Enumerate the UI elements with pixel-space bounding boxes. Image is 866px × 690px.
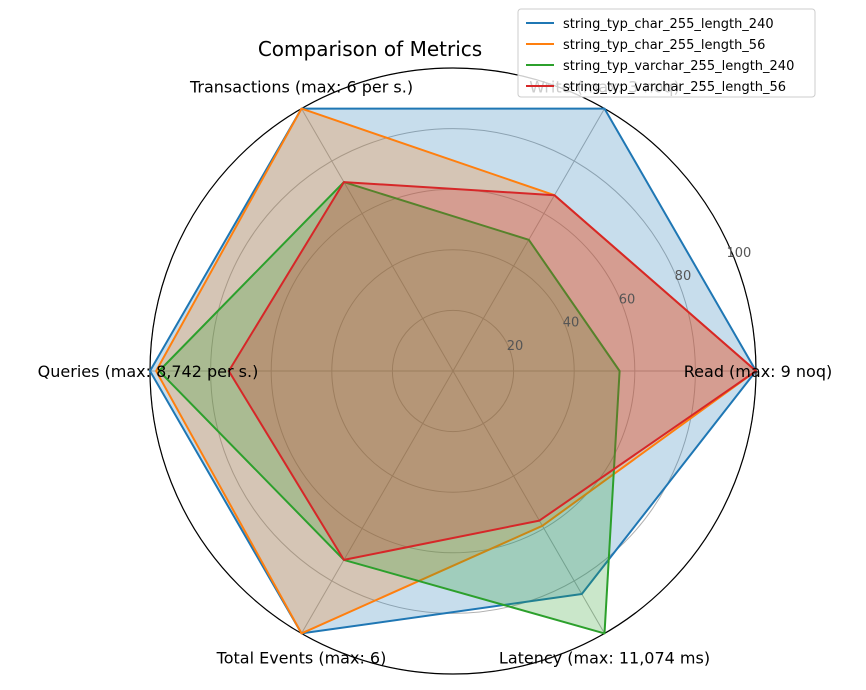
legend-label-1: string_typ_char_255_length_56 — [563, 38, 765, 53]
series-line-2 — [158, 181, 621, 635]
grid-spoke — [301, 108, 454, 372]
axis-label: Latency (max: 11,074 ms) — [499, 648, 710, 667]
radial-tick-label: 20 — [507, 339, 524, 354]
chart-title: Comparison of Metrics — [258, 37, 482, 61]
series-line-0 — [149, 107, 757, 635]
grid-spoke — [452, 370, 605, 634]
legend-label-2: string_typ_varchar_255_length_240 — [563, 59, 794, 74]
radial-tick-label: 100 — [727, 246, 752, 261]
series-fill-3 — [228, 182, 757, 560]
series-line-3 — [227, 181, 757, 561]
axis-label: Transactions (max: 6 per s.) — [189, 78, 413, 97]
radial-tick-label: 80 — [675, 269, 692, 284]
axis-label: Queries (max: 8,742 per s.) — [38, 362, 259, 381]
legend-label-0: string_typ_char_255_length_240 — [563, 17, 774, 32]
radar-series — [149, 107, 757, 635]
grid-spoke — [301, 370, 454, 634]
axis-label: Total Events (max: 6) — [216, 648, 387, 667]
legend: string_typ_char_255_length_240 string_typ… — [517, 8, 816, 98]
legend-label-3: string_typ_varchar_255_length_56 — [563, 80, 786, 95]
legend-box — [517, 8, 816, 98]
axis-label: Read (max: 9 noq) — [684, 362, 832, 381]
radial-tick-label: 60 — [619, 292, 636, 307]
series-fill-1 — [156, 108, 757, 634]
radial-tick-label: 40 — [563, 316, 580, 331]
